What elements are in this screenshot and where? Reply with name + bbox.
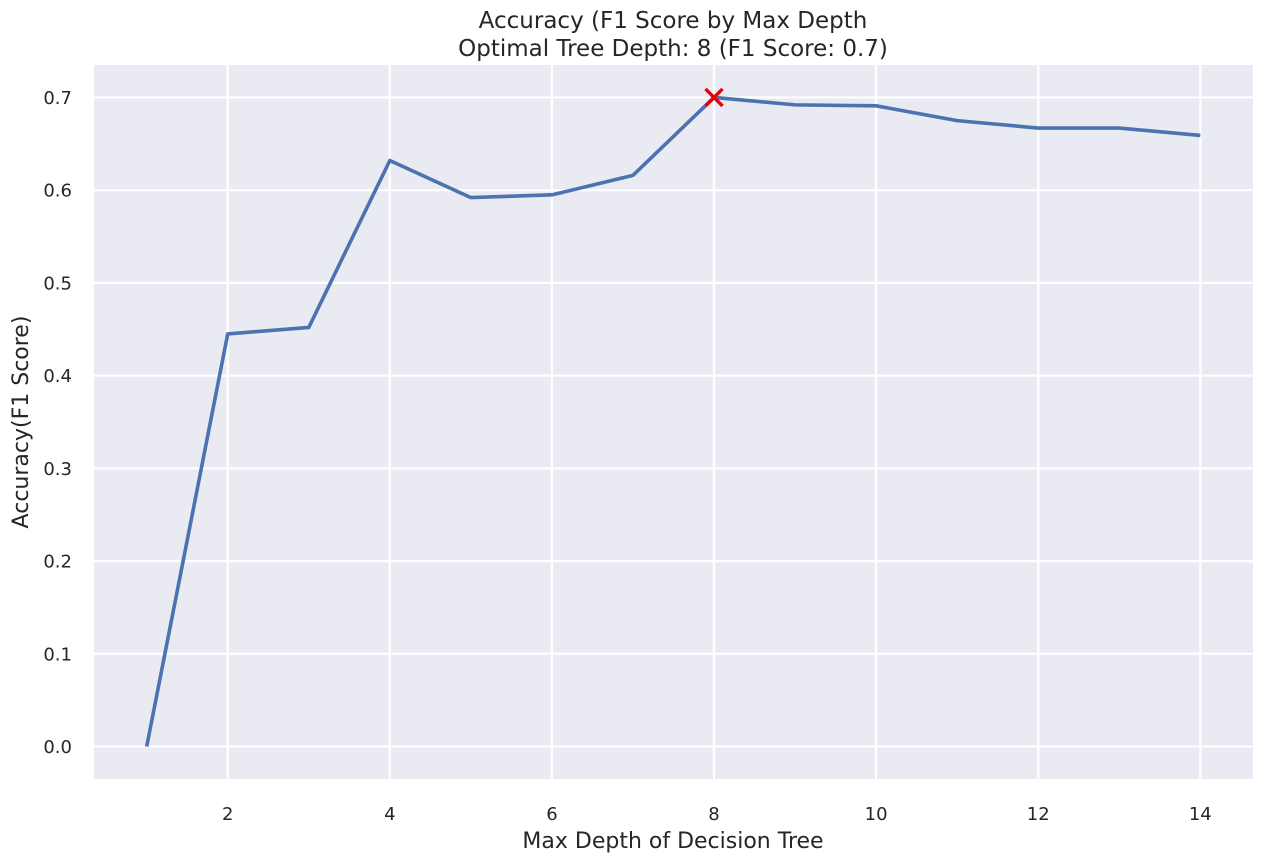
y-tick-label: 0.0 <box>43 737 72 758</box>
chart-title-line2: Optimal Tree Depth: 8 (F1 Score: 0.7) <box>458 36 888 62</box>
y-tick-label: 0.6 <box>43 181 72 202</box>
series-layer <box>144 95 1201 747</box>
x-axis-label: Max Depth of Decision Tree <box>522 829 823 854</box>
x-tick-label: 2 <box>222 804 233 825</box>
optimal-marker-layer <box>704 87 724 108</box>
y-tick-label: 0.7 <box>43 88 72 109</box>
chart-title-line1: Accuracy (F1 Score by Max Depth <box>479 8 868 34</box>
y-tick-label: 0.3 <box>43 459 72 480</box>
x-tick-label: 4 <box>384 804 395 825</box>
grid <box>94 65 1253 779</box>
series-line <box>144 95 1201 747</box>
x-tick-labels: 2 4 6 8 10 12 14 <box>222 804 1212 825</box>
x-tick-label: 6 <box>546 804 557 825</box>
y-tick-label: 0.1 <box>43 644 72 665</box>
y-tick-labels: 0.0 0.1 0.2 0.3 0.4 0.5 0.6 0.7 <box>43 88 72 758</box>
y-tick-label: 0.2 <box>43 552 72 573</box>
y-tick-label: 0.4 <box>43 366 72 387</box>
y-axis-label: Accuracy(F1 Score) <box>9 316 34 529</box>
plot-background <box>94 65 1253 779</box>
optimal-point-marker <box>704 87 724 108</box>
x-tick-label: 10 <box>865 804 888 825</box>
x-tick-label: 14 <box>1189 804 1212 825</box>
y-tick-label: 0.5 <box>43 273 72 294</box>
x-tick-label: 8 <box>708 804 719 825</box>
x-tick-label: 12 <box>1027 804 1050 825</box>
